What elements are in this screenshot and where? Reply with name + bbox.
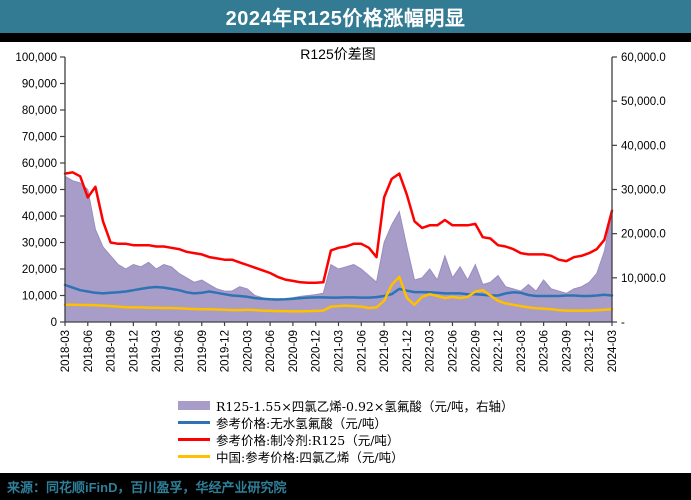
x-tick-label: 2021-06	[356, 330, 368, 372]
x-tick-label: 2019-12	[220, 330, 232, 372]
y-left-tick-label: 50,000	[22, 185, 57, 197]
line-series	[63, 275, 614, 313]
y-right-tick-label: 20,000.0	[621, 229, 666, 241]
x-tick-label: 2020-06	[265, 330, 277, 372]
y-left-tick-label: 60,000	[22, 158, 57, 170]
legend-line-swatch	[178, 454, 210, 458]
y-left-tick-label: 0	[51, 317, 57, 329]
page-title: 2024年R125价格涨幅明显	[225, 8, 466, 30]
y-left-tick-label: 10,000	[22, 291, 57, 303]
x-tick-label: 2018-12	[128, 330, 140, 372]
y-left-tick-label: 20,000	[22, 264, 57, 276]
chart-area: R125价差图 0 10,000 20,000 30,000 40,000 50,000 6…	[0, 42, 691, 473]
x-tick-label: 2019-06	[174, 330, 186, 372]
y-right-tick-label: 50,000.0	[621, 96, 666, 108]
source-bar: 来源：同花顺iFinD，百川盈孚，华经产业研究院	[0, 473, 691, 500]
y-right-tick-label: 60,000.0	[621, 52, 666, 64]
legend-line-swatch	[178, 420, 210, 424]
x-tick-label: 2018-09	[106, 330, 118, 372]
y-right-tick-label: 40,000.0	[621, 140, 666, 152]
x-tick-label: 2019-09	[197, 330, 209, 372]
x-tick-label: 2020-09	[288, 330, 300, 372]
x-tick-label: 2018-06	[83, 330, 95, 372]
y-right-tick-label: 30,000.0	[621, 185, 666, 197]
header-divider	[0, 33, 691, 42]
legend-item: 参考价格:无水氢氟酸（元/吨）	[178, 415, 514, 431]
chart-title: R125价差图	[300, 46, 375, 62]
legend-label: 中国:参考价格:四氯乙烯（元/吨）	[216, 449, 404, 465]
x-tick-label: 2023-09	[561, 330, 573, 372]
line-series	[63, 171, 614, 285]
y-left-tick-label: 100,000	[15, 52, 57, 64]
legend-item: 中国:参考价格:四氯乙烯（元/吨）	[178, 449, 514, 465]
x-tick-label: 2019-03	[151, 330, 163, 372]
x-tick-label: 2024-03	[607, 330, 619, 372]
x-tick-label: 2020-12	[311, 330, 323, 372]
x-tick-label: 2020-03	[242, 330, 254, 372]
x-tick-label: 2023-06	[539, 330, 551, 372]
legend-line-swatch	[178, 437, 210, 441]
y-left-tick-label: 80,000	[22, 105, 57, 117]
y-right-tick-label: -	[621, 317, 625, 329]
legend-label: R125-1.55×四氯乙烯-0.92×氢氟酸（元/吨，右轴）	[216, 398, 514, 414]
title-bar: 2024年R125价格涨幅明显	[0, 0, 691, 33]
x-tick-label: 2023-12	[584, 330, 596, 372]
y-left-tick-label: 40,000	[22, 211, 57, 223]
x-tick-label: 2021-03	[334, 330, 346, 372]
x-tick-label: 2022-09	[470, 330, 482, 372]
legend-item: R125-1.55×四氯乙烯-0.92×氢氟酸（元/吨，右轴）	[178, 398, 514, 414]
y-right-tick-label: 10,000.0	[621, 273, 666, 285]
y-left-tick-label: 90,000	[22, 79, 57, 91]
legend-label: 参考价格:制冷剂:R125（元/吨）	[216, 432, 400, 448]
x-tick-label: 2023-03	[516, 330, 528, 372]
legend-area-swatch	[178, 400, 210, 410]
x-tick-label: 2022-12	[493, 330, 505, 372]
x-tick-label: 2022-06	[447, 330, 459, 372]
source-text: 来源：同花顺iFinD，百川盈孚，华经产业研究院	[7, 480, 287, 495]
area-series	[64, 175, 613, 323]
price-chart: R125价差图 0 10,000 20,000 30,000 40,000 50,000 6…	[15, 46, 666, 372]
x-tick-label: 2022-03	[425, 330, 437, 372]
line-series	[63, 283, 614, 301]
legend-item: 参考价格:制冷剂:R125（元/吨）	[178, 432, 514, 448]
chart-legend: R125-1.55×四氯乙烯-0.92×氢氟酸（元/吨，右轴） 参考价格:无水氢氟…	[178, 398, 514, 465]
x-tick-label: 2021-09	[379, 330, 391, 372]
y-left-tick-label: 70,000	[22, 132, 57, 144]
y-left-tick-label: 30,000	[22, 238, 57, 250]
x-tick-label: 2021-12	[402, 330, 414, 372]
x-tick-label: 2018-03	[60, 330, 72, 372]
legend-label: 参考价格:无水氢氟酸（元/吨）	[216, 415, 387, 431]
